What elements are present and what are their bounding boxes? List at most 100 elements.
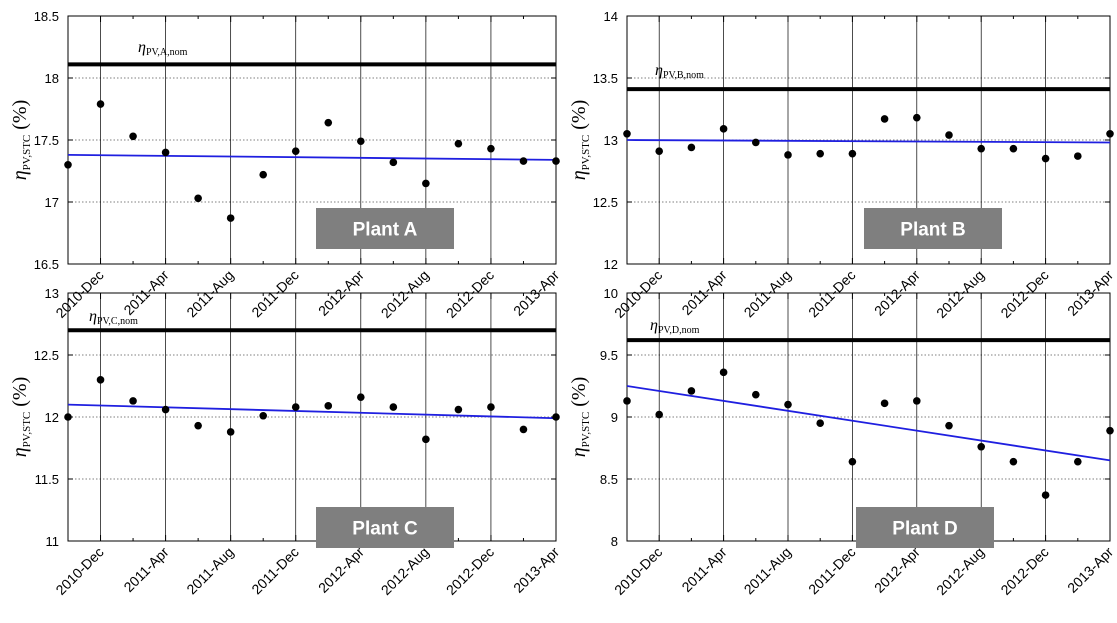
y-tick-label: 11.5 <box>35 472 59 487</box>
y-axis-label: ηPV,STC (%) <box>568 100 592 180</box>
y-axis-label-symbol: η <box>568 447 590 457</box>
data-point <box>977 144 985 153</box>
nominal-label-symbol: η <box>138 39 146 56</box>
data-point <box>752 138 760 147</box>
data-point <box>552 157 560 165</box>
data-point <box>719 368 728 377</box>
plant-badge <box>316 208 454 249</box>
y-axis-label: ηPV,STC (%) <box>9 100 33 180</box>
data-point <box>259 411 268 420</box>
panel-plant-d: 8 8.5 9 9.5 10 2010-Dec 2011-Apr 2011-Aug 2011-D… <box>568 286 1116 598</box>
x-tick-label: 2010-Dec <box>611 267 665 321</box>
data-point <box>194 421 202 430</box>
x-tick-label: 2011-Aug <box>183 267 237 321</box>
y-axis-label-subscript: PV,STC <box>21 412 33 448</box>
data-point <box>752 390 760 399</box>
data-point <box>324 118 333 127</box>
x-tick-label: 2011-Aug <box>741 267 795 321</box>
y-tick-label: 13 <box>604 133 618 148</box>
data-point <box>687 387 696 395</box>
x-tick-label: 2011-Aug <box>741 544 795 598</box>
x-tick-label: 2010-Dec <box>52 544 106 598</box>
data-point <box>1074 457 1082 466</box>
data-point <box>422 179 430 188</box>
y-tick-label: 13.5 <box>593 71 618 86</box>
x-tick-label: 2012-Aug <box>378 267 432 321</box>
data-point <box>816 149 824 158</box>
x-tick-label: 2011-Dec <box>248 267 302 321</box>
y-tick-label: 11 <box>46 534 60 549</box>
trend-line <box>626 385 1111 462</box>
x-tick-label: 2010-Dec <box>611 544 665 598</box>
data-point <box>623 130 631 138</box>
nominal-efficiency-label: ηPV,A,nom <box>138 39 188 58</box>
trend-line <box>67 153 557 161</box>
data-point <box>389 403 398 411</box>
y-axis-label-subscript: PV,STC <box>21 135 33 171</box>
data-point <box>687 143 696 152</box>
data-point <box>454 139 463 148</box>
y-tick-label: 14 <box>604 9 618 24</box>
x-tick-label: 2012-Dec <box>997 544 1051 598</box>
data-point <box>655 410 663 419</box>
x-tick-label: 2012-Apr <box>315 544 367 596</box>
y-axis-label-unit: (%) <box>568 100 590 135</box>
data-point <box>129 132 137 141</box>
plant-badge <box>864 208 1002 249</box>
y-tick-label: 18 <box>45 71 59 86</box>
data-point <box>64 413 72 421</box>
data-point <box>1009 457 1018 466</box>
y-tick-label: 12.5 <box>34 348 59 363</box>
nominal-label-symbol: η <box>655 62 663 79</box>
data-point <box>519 425 528 434</box>
data-point <box>848 457 857 466</box>
y-axis-label: ηPV,STC (%) <box>9 377 33 457</box>
y-axis-label-subscript: PV,STC <box>580 135 592 171</box>
x-tick-label: 2013-Apr <box>1064 544 1116 596</box>
x-tick-label: 2011-Apr <box>120 267 172 319</box>
y-axis-label-unit: (%) <box>9 100 31 135</box>
data-point <box>64 161 72 169</box>
x-tick-label: 2011-Aug <box>183 544 237 598</box>
x-tick-label: 2012-Dec <box>997 267 1051 321</box>
data-point <box>1106 130 1114 138</box>
y-axis-label-unit: (%) <box>568 377 590 412</box>
nominal-label-symbol: η <box>650 317 658 334</box>
data-point <box>129 397 137 405</box>
y-tick-label: 9 <box>611 410 618 425</box>
y-tick-label: 12 <box>45 410 59 425</box>
data-point <box>913 113 921 122</box>
data-point <box>96 100 105 108</box>
data-point <box>226 428 235 436</box>
data-point <box>291 147 300 155</box>
y-tick-label: 9.5 <box>600 348 618 363</box>
y-tick-label: 13 <box>45 286 59 301</box>
data-point <box>1041 491 1050 499</box>
y-tick-label: 8 <box>611 534 618 549</box>
data-point <box>1009 144 1018 153</box>
data-point <box>623 397 631 405</box>
nominal-efficiency-label: ηPV,D,nom <box>650 317 700 336</box>
y-tick-label: 16.5 <box>34 257 59 272</box>
y-axis-label-symbol: η <box>9 447 31 457</box>
data-point <box>357 137 365 146</box>
data-point <box>519 157 528 165</box>
x-tick-label: 2012-Aug <box>933 267 987 321</box>
data-point <box>1041 154 1050 163</box>
y-tick-label: 12 <box>604 257 618 272</box>
y-axis-label-symbol: η <box>568 170 590 180</box>
plant-label: Plant A <box>353 220 418 241</box>
x-tick-label: 2012-Apr <box>871 544 923 596</box>
x-tick-label: 2011-Dec <box>805 267 859 321</box>
plant-badge <box>856 507 994 548</box>
data-point <box>487 403 495 411</box>
plant-label: Plant D <box>892 519 957 540</box>
data-point <box>324 402 333 410</box>
trend-line <box>67 403 557 420</box>
plot-frame <box>67 15 557 265</box>
x-tick-label: 2012-Aug <box>378 544 432 598</box>
x-tick-label: 2013-Apr <box>510 544 562 596</box>
